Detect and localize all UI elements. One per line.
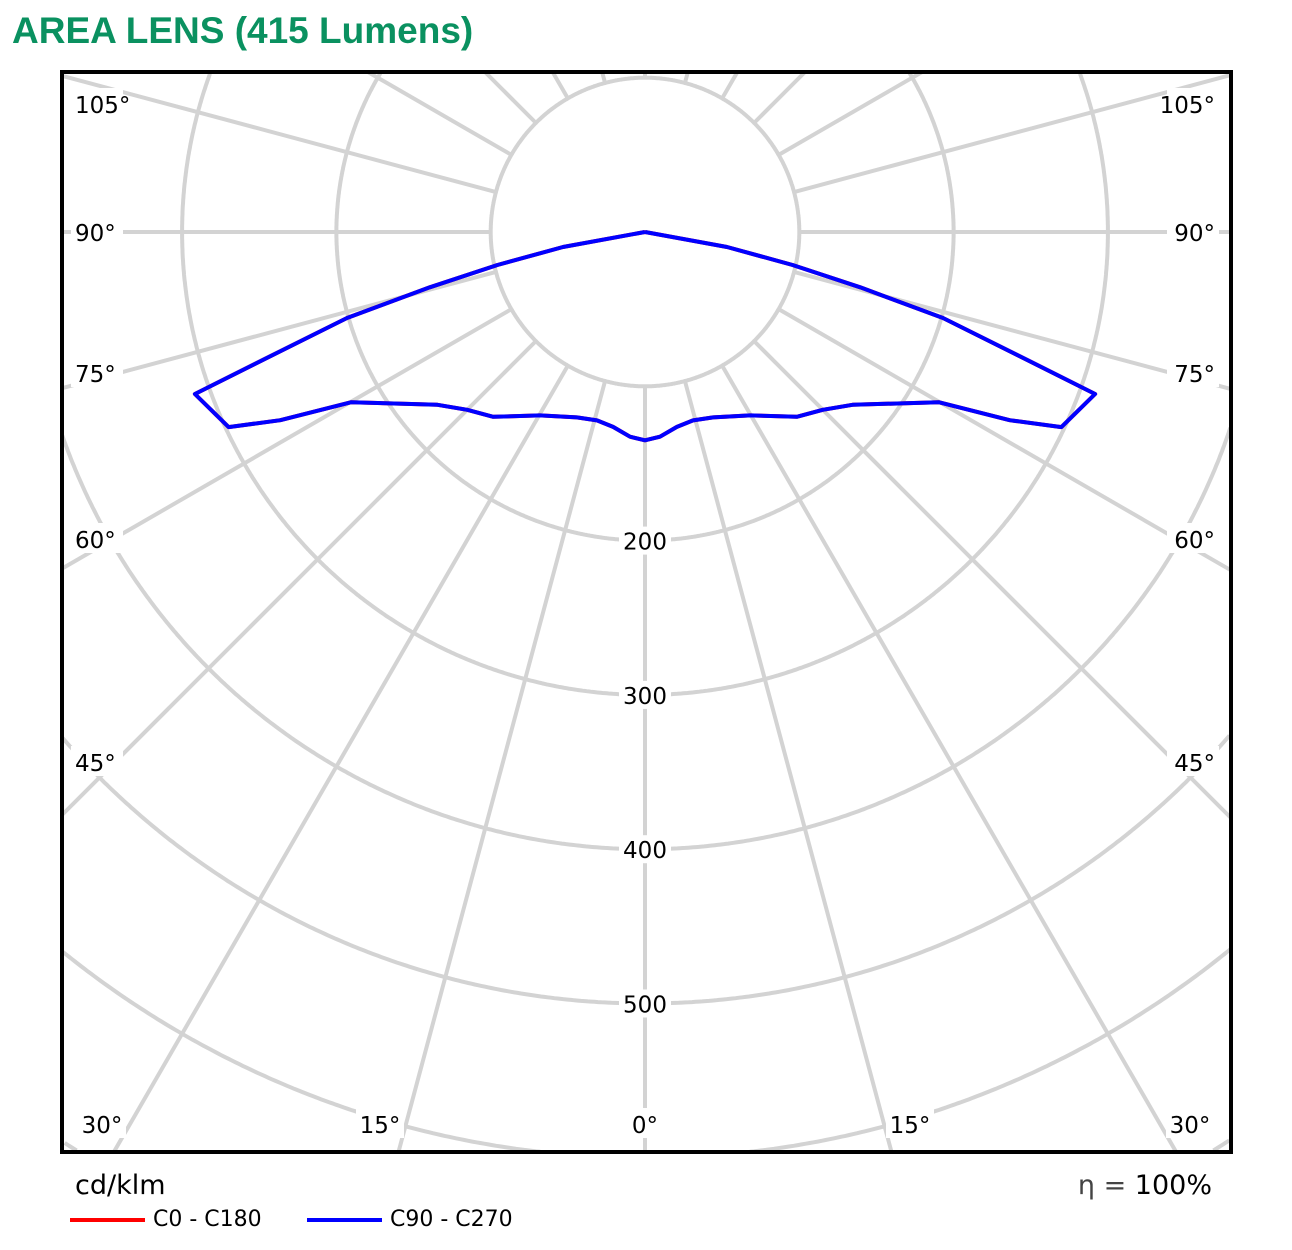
angle-label: 60° xyxy=(1174,528,1215,554)
series-curve-1 xyxy=(192,230,1098,443)
grid-spoke xyxy=(483,70,538,125)
grid-ring xyxy=(61,947,1233,1154)
angle-label: 90° xyxy=(1174,221,1215,247)
grid-spoke xyxy=(550,71,570,100)
grid-ring xyxy=(61,734,1232,1006)
radial-tick-label: 300 xyxy=(623,684,667,710)
angle-label: 45° xyxy=(1174,751,1215,777)
angle-label: 75° xyxy=(1174,362,1215,388)
angle-label: 15° xyxy=(360,1113,401,1139)
efficiency-value: 100% xyxy=(1134,1170,1212,1201)
legend-swatch xyxy=(70,1217,145,1222)
grid-spoke xyxy=(683,380,894,1153)
grid-spoke xyxy=(61,270,497,391)
grid-spoke xyxy=(777,70,924,157)
angle-label: 45° xyxy=(75,751,116,777)
angle-label: 15° xyxy=(890,1113,931,1139)
unit-label: cd/klm xyxy=(75,1170,166,1201)
legend-swatch xyxy=(307,1217,382,1222)
eta-symbol: η = xyxy=(1077,1170,1127,1201)
angle-label: 30° xyxy=(1170,1113,1211,1139)
grid-spoke xyxy=(793,73,1232,194)
grid-spoke xyxy=(720,364,1178,1153)
chart-title: AREA LENS (415 Lumens) xyxy=(12,10,474,51)
efficiency-label: η = 100% xyxy=(1078,1170,1212,1201)
legend-label: C0 - C180 xyxy=(153,1207,262,1232)
grid-spoke xyxy=(61,73,497,194)
grid-spoke xyxy=(366,70,513,157)
angle-label: 60° xyxy=(75,528,116,554)
grid-spoke xyxy=(777,307,1233,573)
radial-tick-label: 500 xyxy=(623,993,667,1019)
grid-ring xyxy=(334,72,956,543)
angle-label: 105° xyxy=(1160,93,1215,119)
grid-spoke xyxy=(752,339,1233,820)
grid-spoke xyxy=(60,307,513,571)
legend-item-c90: C90 - C270 xyxy=(307,1207,513,1232)
radial-tick-label: 400 xyxy=(623,838,667,864)
angle-label: 30° xyxy=(82,1113,123,1139)
legend-label: C90 - C270 xyxy=(390,1207,513,1232)
angle-label: 105° xyxy=(75,93,130,119)
plot-frame xyxy=(60,70,1233,1154)
angle-label: 0° xyxy=(632,1113,658,1139)
grid-spoke xyxy=(793,270,1232,391)
angle-label: 90° xyxy=(75,221,116,247)
grid-spoke xyxy=(60,339,538,817)
legend-item-c0: C0 - C180 xyxy=(70,1207,262,1232)
angle-label: 75° xyxy=(75,362,116,388)
grid-spoke xyxy=(396,380,607,1153)
radial-tick-label: 200 xyxy=(623,530,667,556)
grid-ring xyxy=(180,73,1110,697)
grid-ring xyxy=(63,1138,1231,1153)
grid-spoke xyxy=(720,71,740,100)
grid-ring xyxy=(488,75,802,389)
grid-spoke xyxy=(752,70,807,125)
grid-spoke xyxy=(112,364,570,1153)
